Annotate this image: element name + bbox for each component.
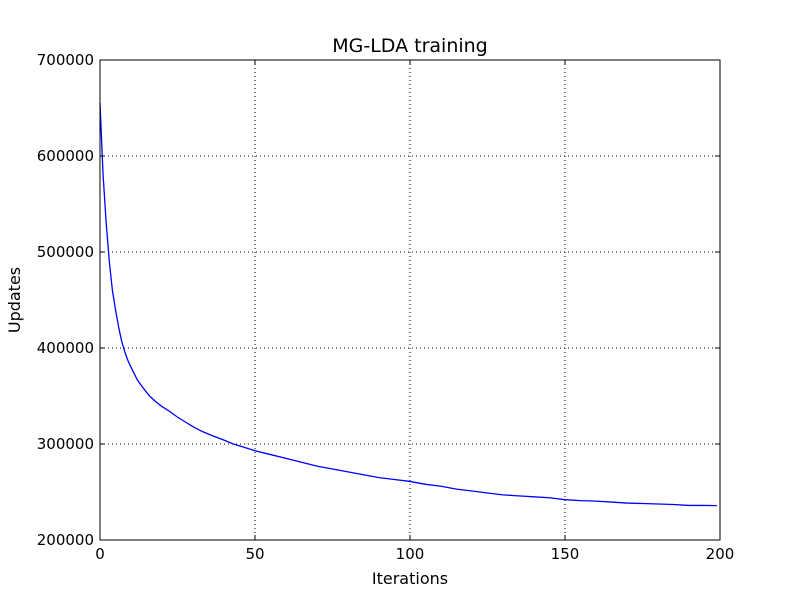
series-line-0 — [99, 103, 717, 507]
x-tick-label: 0 — [95, 545, 105, 563]
x-tick-label: 50 — [245, 545, 264, 563]
x-tick-label: 200 — [706, 545, 735, 563]
y-tick-label: 400000 — [37, 339, 94, 357]
grid — [100, 60, 720, 540]
y-tick-label: 500000 — [37, 243, 94, 261]
axis-ticks: 0 50 100 150 200 200000 300000 400000 500000 6000… — [37, 51, 735, 563]
chart-title: MG-LDA training — [332, 35, 488, 57]
x-tick-label: 100 — [396, 545, 425, 563]
x-tick-label: 150 — [551, 545, 580, 563]
y-axis-label: Updates — [5, 267, 24, 333]
x-axis-label: Iterations — [372, 569, 448, 588]
y-tick-label: 200000 — [37, 531, 94, 549]
y-tick-label: 300000 — [37, 435, 94, 453]
y-tick-label: 600000 — [37, 147, 94, 165]
series-layer — [99, 103, 717, 507]
y-tick-label: 700000 — [37, 51, 94, 69]
